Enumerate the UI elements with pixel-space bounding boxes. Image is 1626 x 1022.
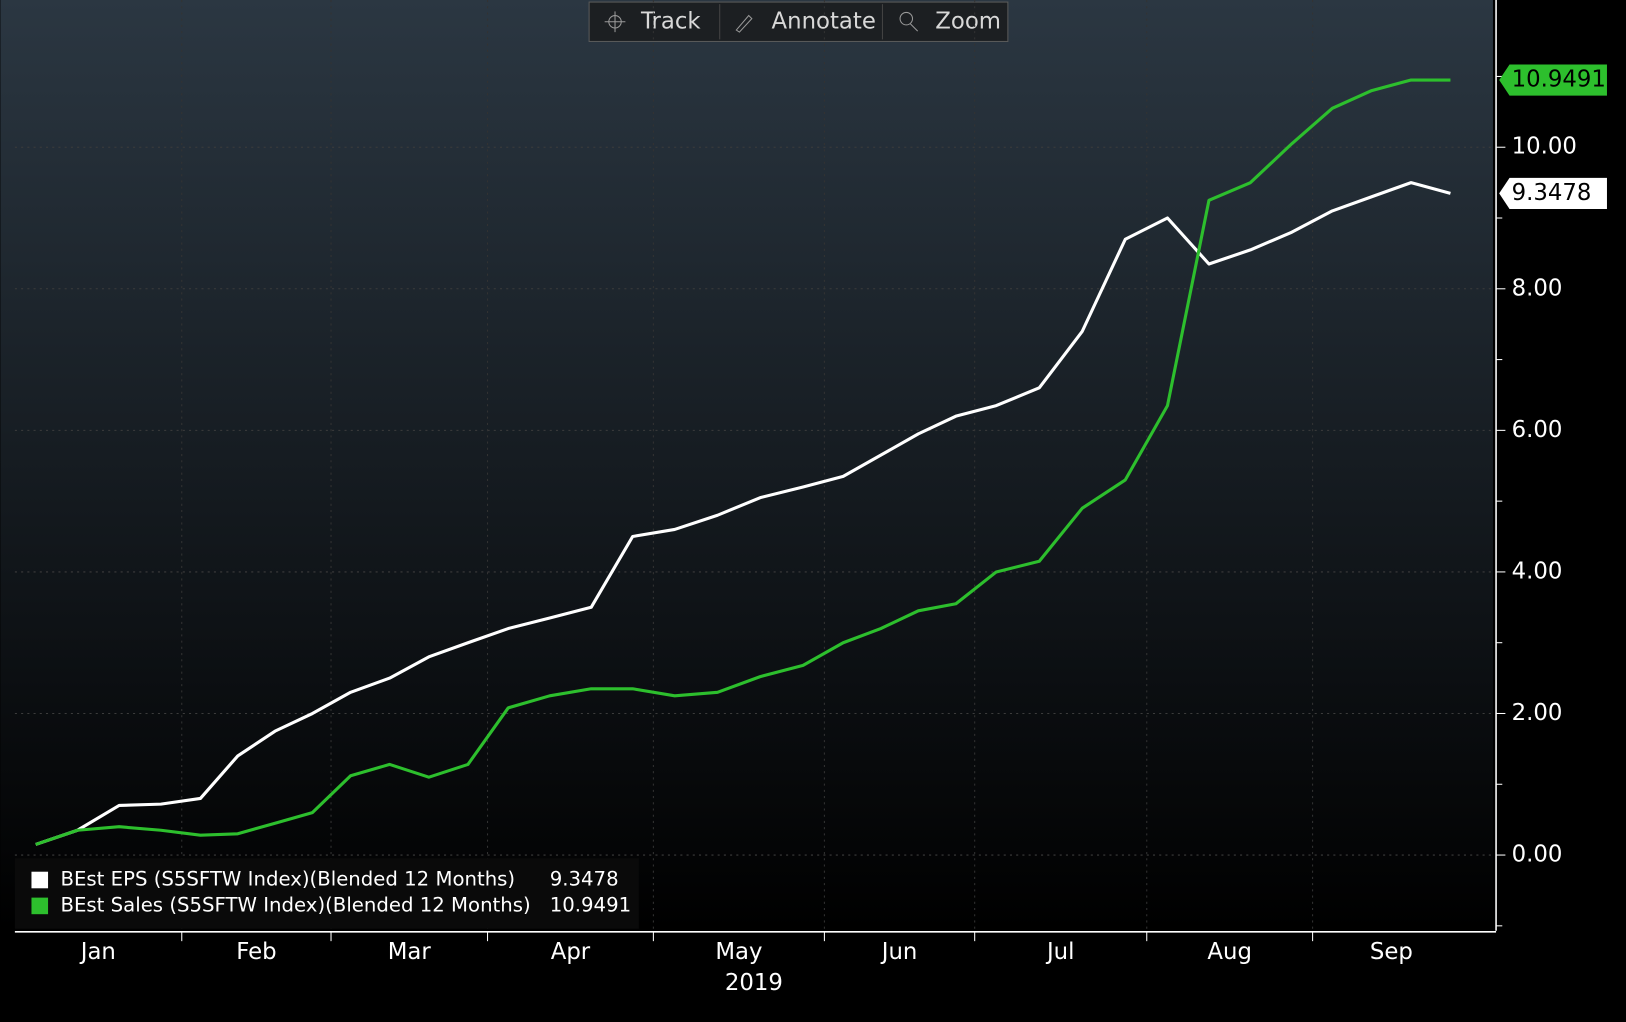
x-tick-label: May (715, 939, 762, 965)
legend-box (14, 858, 639, 929)
annotate-button[interactable]: Annotate (772, 8, 876, 34)
zoom-icon (899, 11, 919, 32)
legend (14, 858, 639, 929)
x-tick-label: Aug (1207, 939, 1252, 965)
last-value-label: 10.9491 (1512, 67, 1606, 93)
x-tick-label: Mar (388, 939, 432, 965)
y-tick-label: 2.00 (1512, 700, 1563, 726)
x-tick-label: Jul (1045, 939, 1075, 965)
y-tick-label: 0.00 (1512, 842, 1563, 868)
toolbar-frame (588, 1, 1009, 42)
y-tick-label: 6.00 (1512, 417, 1563, 443)
series-line (35, 78, 1451, 846)
track-button[interactable]: Track (640, 8, 701, 34)
legend-value: 9.3478 (550, 867, 619, 890)
legend-swatch (31, 897, 49, 915)
legend-label: BEst Sales (S5SFTW Index)(Blended 12 Mon… (60, 893, 530, 916)
x-tick-label: Feb (236, 939, 276, 965)
legend-label: BEst EPS (S5SFTW Index)(Blended 12 Month… (60, 867, 515, 890)
last-value-tag (1499, 177, 1607, 209)
x-tick-label: Apr (551, 939, 591, 965)
zoom-button[interactable]: Zoom (935, 8, 1001, 34)
last-value-tag (1499, 64, 1607, 96)
last-value-label: 9.3478 (1512, 180, 1592, 206)
x-tick-label: Jun (880, 939, 918, 965)
x-tick-label: Jan (79, 939, 116, 965)
legend-swatch (31, 871, 49, 889)
x-axis-year: 2019 (725, 970, 783, 996)
x-tick-label: Sep (1370, 939, 1413, 965)
toolbar: Track Annotate Zoom (588, 1, 1009, 42)
y-tick-label: 4.00 (1512, 558, 1563, 584)
legend-value: 10.9491 (550, 893, 631, 916)
track-icon (604, 11, 626, 33)
series-line (35, 181, 1451, 846)
y-tick-label: 10.00 (1512, 134, 1577, 160)
y-tick-label: 8.00 (1512, 275, 1563, 301)
annotate-icon (735, 14, 753, 33)
plot-background (0, 0, 1493, 931)
